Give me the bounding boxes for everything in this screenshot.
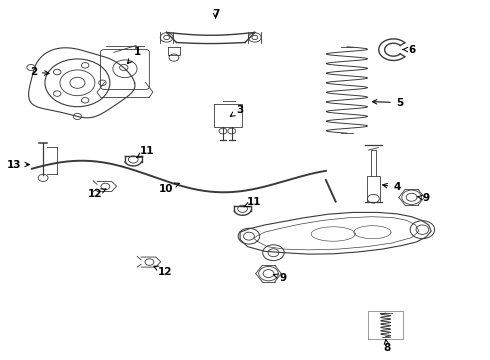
- Text: 3: 3: [230, 105, 244, 116]
- Text: 12: 12: [88, 189, 106, 199]
- Text: 8: 8: [384, 339, 391, 354]
- Text: 10: 10: [158, 183, 179, 194]
- Text: 9: 9: [273, 273, 287, 283]
- Text: 7: 7: [212, 9, 220, 19]
- Text: 4: 4: [383, 182, 401, 192]
- Text: 9: 9: [417, 193, 430, 203]
- Text: 6: 6: [402, 45, 415, 55]
- Text: 12: 12: [154, 266, 172, 277]
- Text: 5: 5: [372, 98, 403, 108]
- Text: 13: 13: [6, 159, 29, 170]
- Text: 2: 2: [30, 67, 49, 77]
- Text: 11: 11: [137, 146, 154, 158]
- Text: 1: 1: [127, 47, 141, 64]
- Text: 11: 11: [244, 197, 261, 207]
